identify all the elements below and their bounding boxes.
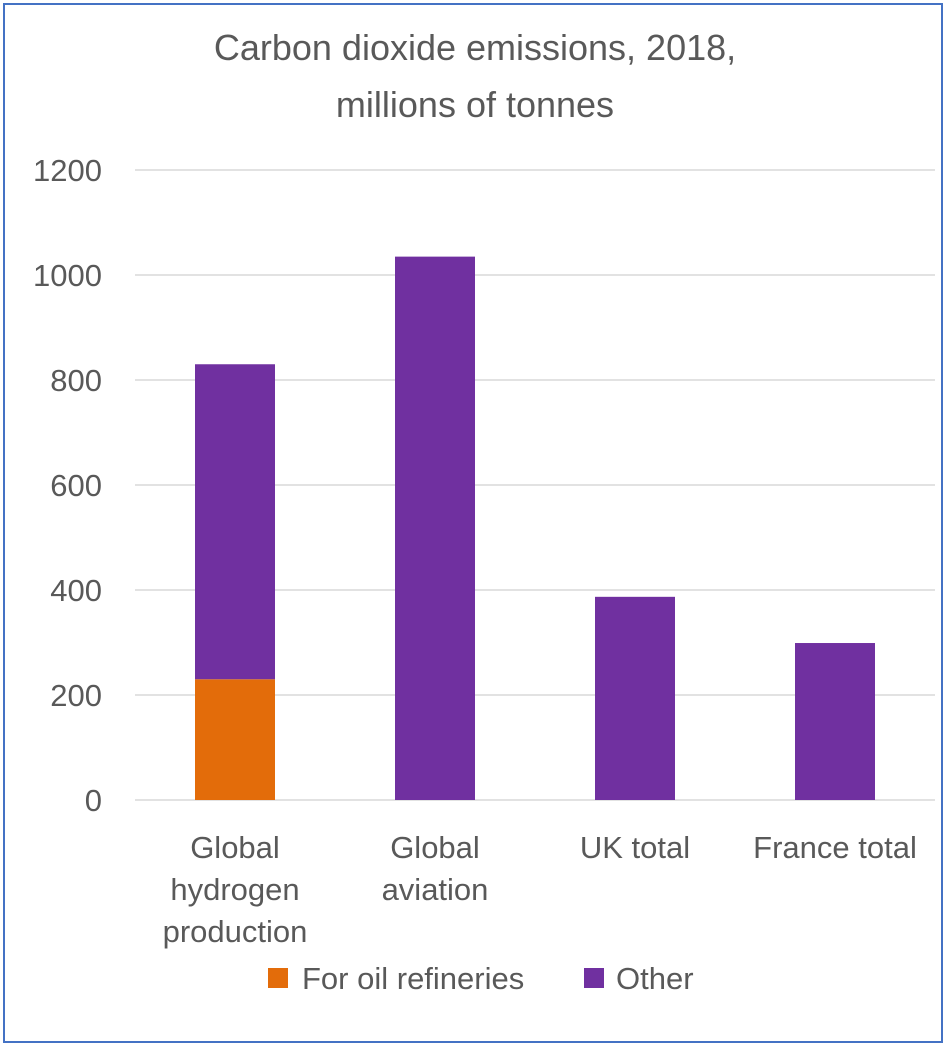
- legend: For oil refineries Other: [268, 961, 694, 996]
- x-category-label: Global: [390, 830, 480, 865]
- bar-other: [595, 596, 675, 800]
- bar-other: [395, 256, 475, 800]
- y-axis-ticks: 0 200 400 600 800 1000 1200: [33, 153, 102, 818]
- x-category-label: UK total: [580, 830, 690, 865]
- chart-title: Carbon dioxide emissions, 2018, millions …: [214, 27, 736, 125]
- y-tick-label: 1200: [33, 153, 102, 188]
- y-tick-label: 600: [50, 468, 102, 503]
- legend-swatch: [268, 968, 288, 988]
- bars: [195, 256, 875, 800]
- y-tick-label: 1000: [33, 258, 102, 293]
- legend-label: Other: [616, 961, 694, 996]
- bar-other: [195, 364, 275, 680]
- legend-label: For oil refineries: [302, 961, 524, 996]
- x-category-label: aviation: [382, 872, 489, 907]
- y-tick-label: 0: [85, 783, 102, 818]
- y-tick-label: 400: [50, 573, 102, 608]
- x-axis-categories: Global hydrogen production Global aviation UK…: [163, 830, 917, 949]
- bar-other: [795, 643, 875, 800]
- y-tick-label: 200: [50, 678, 102, 713]
- x-category-label: Global: [190, 830, 280, 865]
- chart-title-line: Carbon dioxide emissions, 2018,: [214, 27, 736, 68]
- bar-for-oil-refineries: [195, 679, 275, 800]
- x-category-label: hydrogen: [170, 872, 299, 907]
- legend-swatch: [584, 968, 604, 988]
- chart-title-line: millions of tonnes: [336, 84, 614, 125]
- x-category-label: France total: [753, 830, 917, 865]
- y-tick-label: 800: [50, 363, 102, 398]
- x-category-label: production: [163, 914, 308, 949]
